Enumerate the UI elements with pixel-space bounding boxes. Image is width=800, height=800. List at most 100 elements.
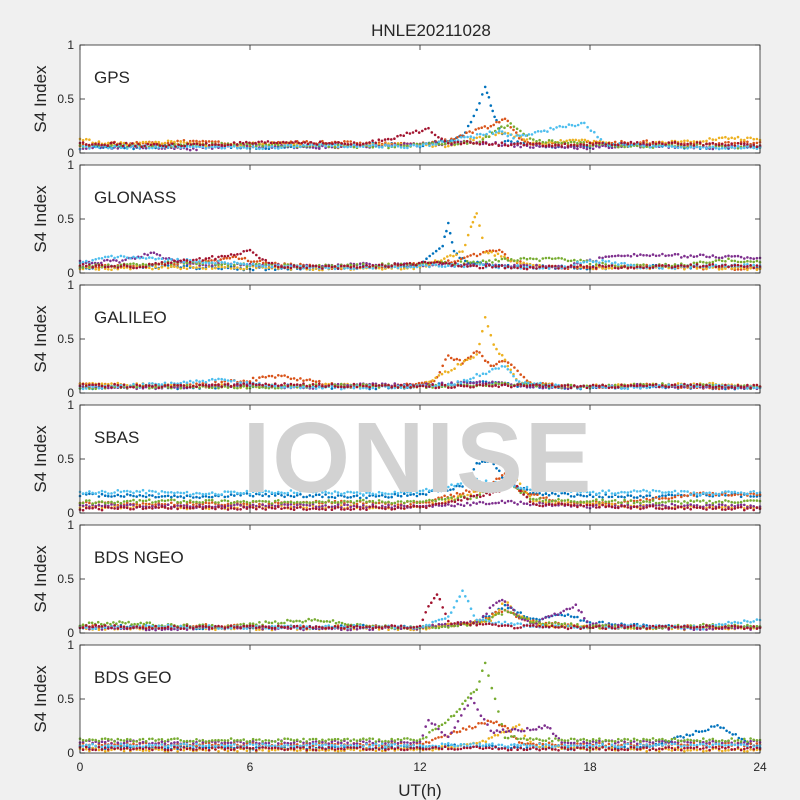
data-point <box>166 139 170 143</box>
data-point <box>280 374 283 378</box>
data-point <box>516 264 519 267</box>
data-point <box>717 136 721 140</box>
data-point <box>151 146 154 150</box>
data-point <box>119 254 123 258</box>
data-point <box>233 494 236 497</box>
data-point <box>302 265 305 268</box>
data-point <box>557 267 560 270</box>
data-point <box>124 141 128 145</box>
data-point <box>727 140 730 144</box>
data-point <box>610 254 614 258</box>
data-point <box>132 386 135 389</box>
data-point <box>475 372 479 376</box>
data-point <box>443 265 447 268</box>
data-point <box>425 385 428 389</box>
data-point <box>554 492 557 496</box>
data-point <box>533 131 537 134</box>
data-point <box>519 373 522 376</box>
data-point <box>346 140 349 143</box>
data-point <box>97 268 101 271</box>
data-point <box>486 126 490 130</box>
data-point <box>610 495 614 499</box>
data-point <box>595 266 598 270</box>
data-point <box>110 265 113 268</box>
data-point <box>642 495 645 499</box>
data-point <box>724 135 727 139</box>
data-point <box>626 384 630 388</box>
data-point <box>447 383 450 386</box>
data-point <box>406 383 409 387</box>
data-point <box>705 264 708 268</box>
data-point <box>506 368 510 371</box>
data-point <box>582 143 585 147</box>
data-point <box>500 359 504 363</box>
data-point <box>273 376 277 379</box>
data-point <box>450 241 454 244</box>
data-point <box>318 493 321 497</box>
data-point <box>390 138 393 141</box>
data-point <box>431 379 434 382</box>
data-point <box>487 251 490 255</box>
data-point <box>601 267 604 270</box>
data-point <box>481 93 484 96</box>
data-point <box>236 386 239 390</box>
data-point <box>680 140 683 143</box>
data-point <box>116 255 120 259</box>
data-point <box>639 386 642 390</box>
data-point <box>541 257 545 260</box>
data-point <box>478 252 482 256</box>
data-point <box>576 260 579 264</box>
data-point <box>277 374 280 377</box>
data-point <box>484 135 488 139</box>
data-point <box>607 495 611 499</box>
data-point <box>355 142 359 146</box>
data-point <box>100 143 103 147</box>
data-point <box>377 494 381 498</box>
data-point <box>509 368 512 372</box>
data-point <box>623 145 626 149</box>
data-point <box>355 385 359 389</box>
data-point <box>629 140 633 144</box>
data-point <box>642 384 645 388</box>
data-point <box>425 382 428 385</box>
data-point <box>720 256 724 260</box>
data-point <box>151 385 154 388</box>
data-point <box>460 265 463 268</box>
data-point <box>521 133 524 137</box>
data-point <box>538 384 541 387</box>
data-point <box>736 144 740 148</box>
data-point <box>746 256 749 259</box>
data-point <box>635 265 639 269</box>
data-point <box>362 145 365 148</box>
data-point <box>141 262 145 266</box>
data-point <box>588 262 592 266</box>
data-point <box>736 254 740 258</box>
data-point <box>129 266 132 269</box>
data-point <box>601 496 604 499</box>
data-point <box>544 492 548 496</box>
data-point <box>670 145 674 148</box>
data-point <box>613 266 617 270</box>
data-point <box>503 365 507 368</box>
data-point <box>749 264 752 267</box>
data-point <box>280 265 283 269</box>
data-point <box>491 143 494 146</box>
data-point <box>478 351 481 354</box>
data-point <box>355 145 359 148</box>
data-point <box>557 143 560 147</box>
data-point <box>148 494 151 497</box>
data-point <box>708 255 711 259</box>
data-point <box>428 380 431 384</box>
data-point <box>488 259 491 262</box>
data-point <box>670 141 674 144</box>
data-point <box>475 108 479 112</box>
data-point <box>635 254 639 258</box>
data-point <box>739 385 743 389</box>
data-point <box>94 267 97 271</box>
data-point <box>730 259 733 263</box>
data-point <box>613 386 617 390</box>
data-point <box>755 141 759 145</box>
data-point <box>708 146 711 149</box>
data-point <box>598 142 601 145</box>
data-point <box>324 144 327 148</box>
